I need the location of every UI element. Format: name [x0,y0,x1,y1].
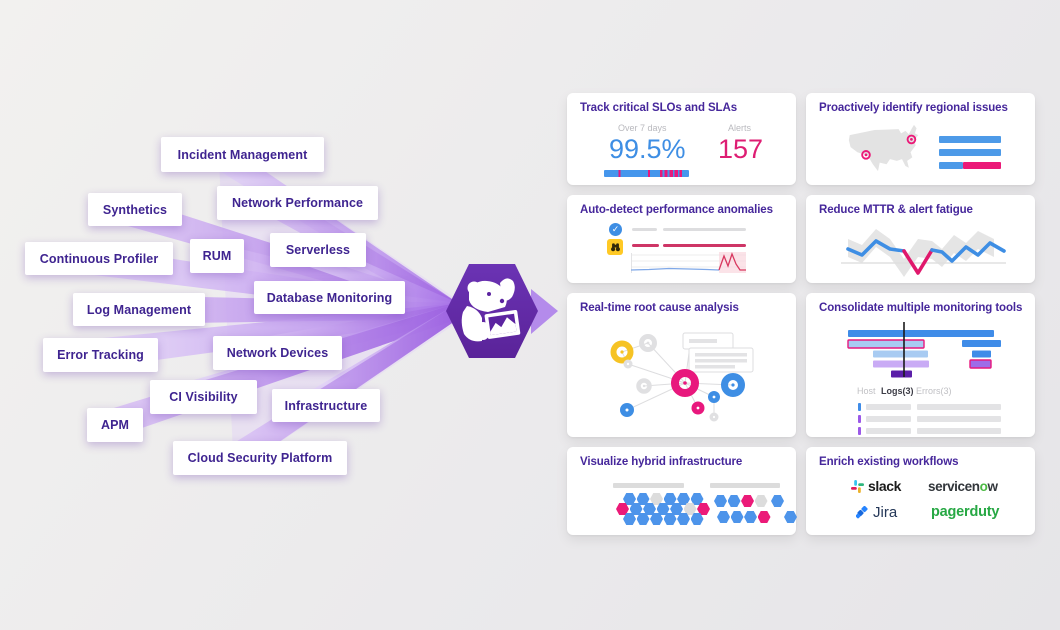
dependency-graph [610,332,754,422]
slo-bar-chart [604,170,689,177]
slack-logo: slack [851,478,901,494]
region-bar-alert [963,162,1001,169]
card-slo: Track critical SLOs and SLAs Over 7 days… [567,93,796,185]
tab-errors[interactable]: Errors(3) [916,386,952,396]
log-severity-tick [858,403,861,411]
servicenow-label: servicenow [928,479,998,494]
jira-icon [856,506,868,519]
alerts-value: 157 [718,134,764,164]
chip-incident-management: Incident Management [161,137,324,172]
chip-label: Infrastructure [284,398,368,413]
chip-continuous-profiler: Continuous Profiler [25,242,173,275]
region-bar [939,149,1001,156]
datadog-logo [446,264,538,358]
us-map [848,124,919,172]
card-hybrid: Visualize hybrid infrastructure [567,447,798,535]
chip-infrastructure: Infrastructure [272,389,380,422]
chip-error-tracking: Error Tracking [43,338,158,372]
pagerduty-label: pagerduty [931,504,1000,520]
anomaly-line [632,244,659,247]
anomaly-line [663,244,746,247]
chip-log-management: Log Management [73,293,205,326]
card-title: Reduce MTTR & alert fatigue [819,204,973,216]
log-row-bar [866,416,911,422]
log-severity-tick [858,427,861,435]
slo-value: 99.5% [609,134,686,164]
region-bar [939,162,963,169]
issue-marker-icon [861,150,871,160]
card-consolidate: Consolidate multiple monitoring tools Ho… [806,293,1035,437]
mttr-anomaly-chart [841,229,1006,277]
anomaly-spike-chart [631,252,746,273]
log-row-bar [917,416,1001,422]
jira-label: Jira [873,504,898,521]
card-title: Consolidate multiple monitoring tools [819,302,1023,314]
hexagon-hostmap [623,493,704,505]
pagerduty-logo: pagerduty [931,504,999,520]
jira-logo: Jira [856,504,897,521]
chip-label: RUM [202,249,232,263]
monitor-line [632,228,657,231]
card-regional: Proactively identify regional issues [806,93,1035,185]
chip-synthetics: Synthetics [88,193,182,226]
chip-label: Serverless [285,243,351,257]
tab-logs[interactable]: Logs(3) [881,386,914,396]
card-title: Enrich existing workflows [819,456,959,468]
issue-marker-icon [906,134,917,145]
monitor-line [663,228,746,231]
chip-label: APM [100,418,130,432]
chip-serverless: Serverless [270,233,366,267]
chip-label: Log Management [86,302,192,317]
servicenow-logo: servicenow [928,479,998,494]
chip-label: Synthetics [102,202,168,217]
chip-label: Continuous Profiler [39,251,159,266]
log-row-bar [917,428,1001,434]
chip-label: Error Tracking [57,348,144,362]
slo-period-label: Over 7 days [618,123,667,133]
card-title: Auto-detect performance anomalies [580,204,773,216]
log-severity-tick [858,415,861,423]
tab-host[interactable]: Host [857,386,876,396]
chip-ci-visibility: CI Visibility [150,380,257,414]
slack-label: slack [868,478,902,494]
chip-apm: APM [87,408,143,442]
log-row-bar [866,428,911,434]
chip-label: Incident Management [177,147,308,162]
card-workflows: Enrich existing workflows slack servicen… [806,447,1035,535]
log-row-bar [917,404,1001,410]
watchdog-binoculars-icon [607,239,623,255]
chip-network-performance: Network Performance [217,186,378,220]
log-row-bar [866,404,911,410]
card-rootcause: Real-time root cause analysis [567,293,796,437]
chip-label: Network Performance [231,196,364,210]
card-anomalies: Auto-detect performance anomalies ✓ [567,195,796,283]
hexagon-hostmap [616,503,711,515]
alerts-label: Alerts [728,123,752,133]
slack-icon [851,479,864,493]
hexagon-hostmap [717,511,798,523]
card-title: Proactively identify regional issues [819,102,1008,114]
chip-label: Database Monitoring [266,290,393,305]
card-title: Track critical SLOs and SLAs [580,102,737,114]
region-bar [939,136,1001,143]
trace-flamegraph [847,322,1001,378]
card-title: Visualize hybrid infrastructure [580,456,743,468]
chip-cloud-security-platform: Cloud Security Platform [173,441,347,475]
check-icon: ✓ [609,223,622,236]
chip-label: Network Devices [226,346,329,360]
chip-network-devices: Network Devices [213,336,342,370]
hexagon-hostmap [623,513,704,525]
card-mttr: Reduce MTTR & alert fatigue [806,195,1035,283]
chip-label: CI Visibility [169,390,238,404]
chip-database-monitoring: Database Monitoring [254,281,405,314]
card-title: Real-time root cause analysis [580,302,739,314]
chip-label: Cloud Security Platform [187,451,333,465]
cluster-label-bar [710,483,780,488]
graph-nodes [610,334,745,422]
cluster-label-bar [613,483,684,488]
chip-rum: RUM [190,239,244,273]
hexagon-hostmap [714,495,785,507]
